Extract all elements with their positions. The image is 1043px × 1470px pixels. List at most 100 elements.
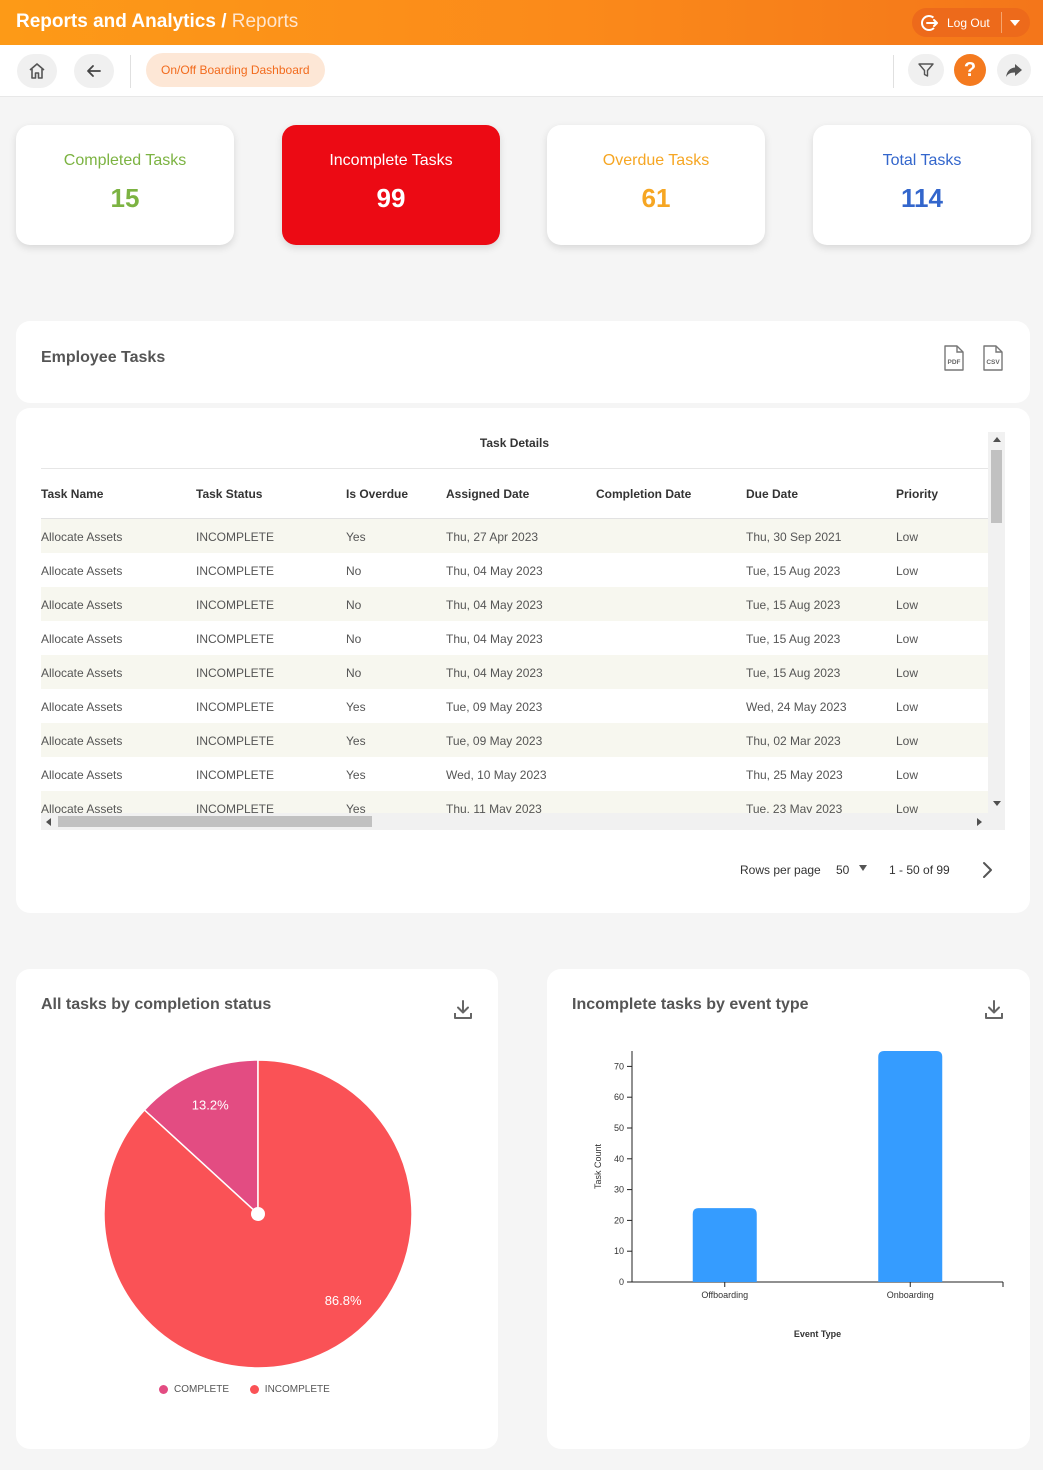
event-type-chart-panel: Incomplete tasks by event type <box>547 969 1030 1449</box>
cell-task-status: INCOMPLETE <box>196 700 275 714</box>
table-row[interactable]: Allocate Assets INCOMPLETE No Thu, 04 May 2… <box>41 587 988 621</box>
y-tick-label: 0 <box>619 1277 624 1287</box>
share-button[interactable] <box>997 54 1031 86</box>
cell-is-overdue: No <box>346 666 362 680</box>
back-button[interactable] <box>74 54 114 88</box>
kpi-overdue-tasks[interactable]: Overdue Tasks 61 <box>547 125 765 245</box>
table-row[interactable]: Allocate Assets INCOMPLETE Yes Wed, 10 May … <box>41 757 988 791</box>
pdf-export-label: PDF <box>948 359 961 366</box>
cell-task-status: INCOMPLETE <box>196 802 275 816</box>
vertical-scrollbar[interactable] <box>988 432 1005 813</box>
table-row[interactable]: Allocate Assets INCOMPLETE No Thu, 04 May 2… <box>41 621 988 655</box>
cell-due-date: Thu, 30 Sep 2021 <box>746 530 842 544</box>
download-icon[interactable] <box>453 999 473 1021</box>
y-axis-label: Task Count <box>593 1143 603 1189</box>
column-header-task-status[interactable]: Task Status <box>196 487 263 501</box>
pie-chart: 13.2% 86.8% <box>103 1059 413 1369</box>
kpi-completed-tasks[interactable]: Completed Tasks 15 <box>16 125 234 245</box>
column-header-completion-date[interactable]: Completion Date <box>596 487 692 501</box>
logout-label: Log Out <box>947 16 990 30</box>
logout-button[interactable]: Log Out <box>912 8 1030 37</box>
chevron-down-icon[interactable] <box>1010 20 1020 26</box>
y-tick-label: 60 <box>614 1092 624 1102</box>
cell-assigned-date: Thu, 27 Apr 2023 <box>446 530 539 544</box>
cell-is-overdue: Yes <box>346 768 366 782</box>
cell-is-overdue: No <box>346 564 362 578</box>
cell-task-status: INCOMPLETE <box>196 632 275 646</box>
rows-per-page-select[interactable]: 50 <box>836 863 850 877</box>
table-row[interactable]: Allocate Assets INCOMPLETE No Thu, 04 May 2… <box>41 655 988 689</box>
table-row[interactable]: Allocate Assets INCOMPLETE No Thu, 04 May 2… <box>41 553 988 587</box>
cell-assigned-date: Thu, 04 May 2023 <box>446 598 543 612</box>
cell-task-status: INCOMPLETE <box>196 768 275 782</box>
legend-item-complete[interactable]: COMPLETE <box>159 1384 229 1395</box>
cell-assigned-date: Thu, 11 May 2023 <box>446 802 542 816</box>
scroll-up-icon[interactable] <box>993 437 1001 442</box>
rows-per-page-label: Rows per page <box>740 863 821 877</box>
filter-button[interactable] <box>908 54 944 86</box>
legend-label-complete: COMPLETE <box>174 1384 230 1395</box>
table-row[interactable]: Allocate Assets INCOMPLETE Yes Tue, 09 May … <box>41 689 988 723</box>
cell-task-status: INCOMPLETE <box>196 598 275 612</box>
kpi-value: 114 <box>901 183 943 213</box>
scroll-left-icon[interactable] <box>46 818 51 826</box>
toolbar-divider <box>130 55 131 88</box>
cell-is-overdue: Yes <box>346 530 366 544</box>
vertical-scroll-thumb[interactable] <box>991 450 1002 523</box>
column-header-assigned-date[interactable]: Assigned Date <box>446 487 530 501</box>
cell-task-name: Allocate Assets <box>41 564 123 578</box>
bar-chart-title: Incomplete tasks by event type <box>572 996 809 1013</box>
bar-onboarding[interactable] <box>878 1051 943 1282</box>
horizontal-scrollbar[interactable] <box>41 813 1005 830</box>
column-header-due-date[interactable]: Due Date <box>746 487 799 501</box>
table-row[interactable]: Allocate Assets INCOMPLETE Yes Tue, 09 May … <box>41 723 988 757</box>
help-button[interactable]: ? <box>954 54 986 86</box>
cell-due-date: Wed, 24 May 2023 <box>746 700 847 714</box>
legend-label-incomplete: INCOMPLETE <box>264 1384 330 1395</box>
cell-due-date: Tue, 15 Aug 2023 <box>746 632 841 646</box>
pie-legend: COMPLETE INCOMPLETE <box>159 1384 330 1395</box>
download-icon[interactable] <box>984 999 1004 1021</box>
logout-icon <box>921 14 938 31</box>
cell-due-date: Tue, 23 May 2023 <box>746 802 843 816</box>
x-tick-label: Onboarding <box>887 1290 934 1300</box>
horizontal-scroll-thumb[interactable] <box>58 816 372 827</box>
scroll-down-icon[interactable] <box>993 801 1001 806</box>
y-tick-label: 50 <box>614 1123 624 1133</box>
legend-item-incomplete[interactable]: INCOMPLETE <box>249 1384 330 1395</box>
cell-assigned-date: Tue, 09 May 2023 <box>446 700 543 714</box>
table-row[interactable]: Allocate Assets INCOMPLETE Yes Thu, 27 Apr … <box>41 519 988 553</box>
cell-task-name: Allocate Assets <box>41 734 123 748</box>
header-divider <box>41 518 988 519</box>
top-bar: Reports and Analytics / Reports Log Out <box>0 0 1043 45</box>
bar-offboarding[interactable] <box>692 1208 757 1282</box>
home-button[interactable] <box>17 54 57 88</box>
employee-tasks-header: Employee Tasks PDF CSV <box>16 321 1030 403</box>
cell-assigned-date: Thu, 04 May 2023 <box>446 666 543 680</box>
column-header-task-name[interactable]: Task Name <box>41 487 104 501</box>
y-tick-label: 30 <box>614 1185 624 1195</box>
table-group-header: Task Details <box>41 432 988 469</box>
cell-task-name: Allocate Assets <box>41 598 123 612</box>
cell-due-date: Tue, 15 Aug 2023 <box>746 564 841 578</box>
filter-icon <box>918 63 934 77</box>
scroll-right-icon[interactable] <box>977 818 982 826</box>
breadcrumb[interactable]: On/Off Boarding Dashboard <box>146 53 325 87</box>
home-icon <box>29 63 45 79</box>
cell-task-status: INCOMPLETE <box>196 734 275 748</box>
cell-priority: Low <box>896 802 919 816</box>
rows-per-page-dropdown-icon[interactable] <box>859 865 867 871</box>
column-header-is-overdue[interactable]: Is Overdue <box>346 487 409 501</box>
cell-is-overdue: Yes <box>346 734 366 748</box>
kpi-label: Overdue Tasks <box>602 152 710 169</box>
kpi-incomplete-tasks[interactable]: Incomplete Tasks 99 <box>282 125 500 245</box>
pie-slice-complete[interactable] <box>143 1059 259 1216</box>
column-header-priority[interactable]: Priority <box>896 487 939 501</box>
next-page-icon[interactable] <box>980 861 994 879</box>
toolbar-divider-right <box>893 55 894 88</box>
cell-is-overdue: Yes <box>346 802 366 816</box>
x-axis-label: Event Type <box>794 1329 841 1339</box>
csv-export-icon[interactable]: CSV <box>982 345 1004 371</box>
kpi-total-tasks[interactable]: Total Tasks 114 <box>813 125 1031 245</box>
pdf-export-icon[interactable]: PDF <box>943 345 965 371</box>
